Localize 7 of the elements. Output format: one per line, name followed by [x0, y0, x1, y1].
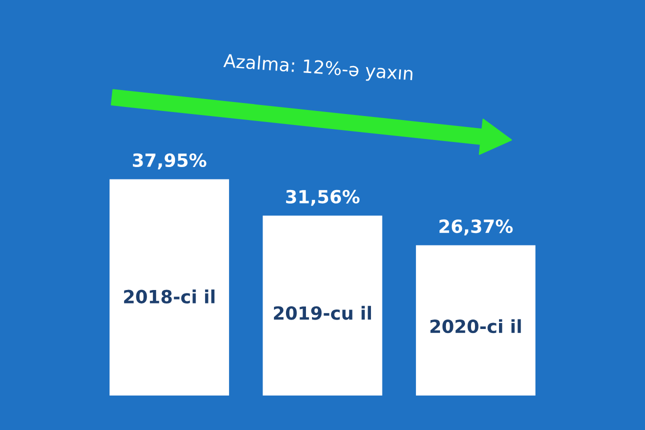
- data-label: 26,37%: [440, 219, 513, 236]
- text: Azalma: 12%-ə yaxın: [223, 53, 413, 84]
- x-tick-label: 2018-ci il: [124, 289, 214, 304]
- data-label: 31,56%: [286, 190, 360, 206]
- x-tick-label: 2020-ci il: [430, 319, 521, 334]
- x-tick-label: 2019-cu il: [274, 306, 371, 320]
- data-label: 37,95%: [132, 153, 206, 170]
